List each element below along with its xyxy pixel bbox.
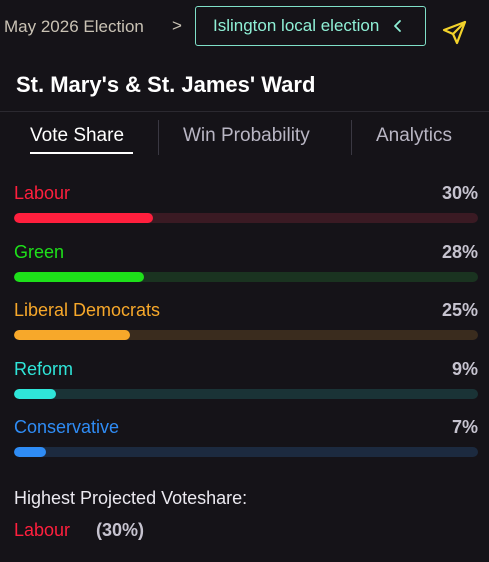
chevron-left-icon — [394, 20, 401, 32]
party-name: Labour — [14, 183, 71, 203]
active-tab-underline — [30, 152, 133, 154]
party-name: Conservative — [14, 417, 120, 437]
share-bar-track — [14, 447, 478, 457]
share-bar-track — [14, 389, 478, 399]
party-name: Liberal Democrats — [14, 300, 161, 320]
party-share-value: 28% — [441, 242, 478, 262]
party-name: Reform — [14, 359, 74, 379]
breadcrumb-separator: > — [172, 16, 182, 35]
breadcrumb-parent[interactable]: May 2026 Election — [4, 17, 144, 36]
share-bar-track — [14, 272, 478, 282]
party-share-value: 7% — [451, 417, 478, 437]
party-share-value: 9% — [451, 359, 478, 379]
tab-divider — [158, 120, 159, 155]
share-bar-fill — [14, 272, 144, 282]
share-bar-fill — [14, 213, 153, 223]
share-bar-fill — [14, 330, 130, 340]
election-selector-button[interactable]: Islington local election — [195, 6, 426, 46]
share-bar-fill — [14, 447, 46, 457]
tab-win-probability[interactable]: Win Probability — [183, 125, 310, 146]
tab-divider — [351, 120, 352, 155]
party-name: Green — [14, 242, 65, 262]
summary-party: Labour — [14, 520, 71, 540]
send-icon[interactable] — [441, 19, 469, 47]
election-selector-label: Islington local election — [213, 16, 380, 35]
header-divider — [0, 111, 489, 112]
share-bar-track — [14, 213, 478, 223]
party-share-value: 25% — [441, 300, 478, 320]
tab-vote-share[interactable]: Vote Share — [30, 125, 125, 146]
summary-percentage: (30%) — [96, 520, 145, 540]
share-bar-track — [14, 330, 478, 340]
summary-label: Highest Projected Voteshare: — [14, 488, 248, 508]
share-bar-fill — [14, 389, 56, 399]
top-bar: May 2026 Election > Islington local elec… — [0, 0, 489, 56]
party-share-value: 30% — [441, 183, 478, 203]
tab-analytics[interactable]: Analytics — [376, 125, 453, 146]
ward-title: St. Mary's & St. James' Ward — [16, 72, 316, 97]
